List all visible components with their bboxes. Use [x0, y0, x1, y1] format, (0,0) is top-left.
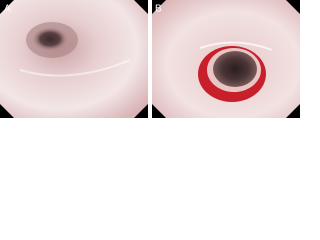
panel-label: A: [4, 4, 11, 15]
panel-a: A: [0, 0, 148, 118]
figure: A B: [0, 0, 300, 118]
mucosa: [0, 0, 148, 118]
panel-label: B: [155, 4, 162, 15]
mucosal-fold: [19, 59, 131, 77]
lumen: [213, 51, 257, 87]
mucosal-fold: [199, 41, 273, 51]
panel-b: B: [152, 0, 300, 118]
page: A B (() => { const data = JSON.parse(doc…: [0, 0, 320, 118]
lumen: [32, 27, 68, 51]
